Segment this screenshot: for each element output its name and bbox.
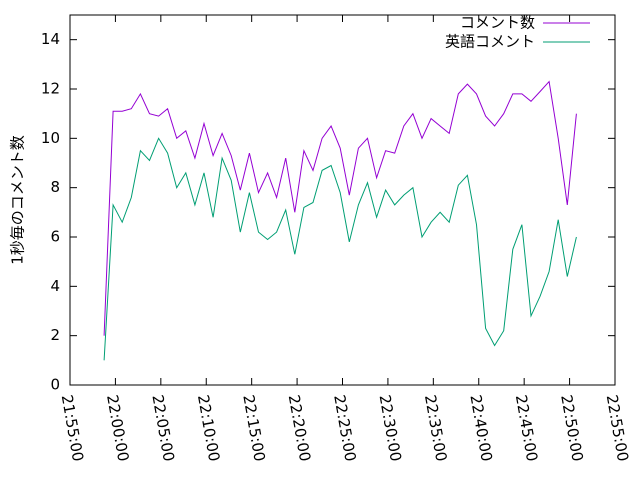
x-tick-label: 22:30:00 (376, 393, 405, 462)
series-line (103, 137, 577, 361)
x-tick-label: 22:05:00 (148, 393, 177, 462)
y-axis-label: 1秒毎のコメント数 (9, 135, 27, 265)
x-tick-label: 22:00:00 (103, 393, 132, 462)
x-tick-label: 22:20:00 (285, 393, 314, 462)
y-tick-label: 4 (50, 277, 60, 295)
legend-label: コメント数 (460, 14, 535, 32)
x-tick-label: 22:55:00 (603, 393, 632, 462)
plot-border (69, 14, 616, 386)
y-tick-label: 8 (50, 178, 60, 196)
y-tick-label: 14 (41, 30, 60, 48)
x-tick-label: 22:40:00 (466, 393, 495, 462)
legend-label: 英語コメント (445, 33, 535, 51)
x-tick-label: 22:45:00 (512, 393, 541, 462)
y-tick-label: 10 (41, 129, 60, 147)
x-tick-label: 22:10:00 (194, 393, 223, 462)
x-tick-label: 21:55:00 (58, 393, 87, 462)
y-tick-label: 0 (50, 376, 60, 394)
x-tick-label: 22:35:00 (421, 393, 450, 462)
series-line (103, 80, 577, 336)
y-tick-label: 2 (50, 326, 60, 344)
x-tick-label: 22:25:00 (330, 393, 359, 462)
x-tick-label: 22:50:00 (557, 393, 586, 462)
y-tick-label: 6 (50, 228, 60, 246)
x-tick-label: 22:15:00 (239, 393, 268, 462)
y-tick-label: 12 (41, 80, 60, 98)
